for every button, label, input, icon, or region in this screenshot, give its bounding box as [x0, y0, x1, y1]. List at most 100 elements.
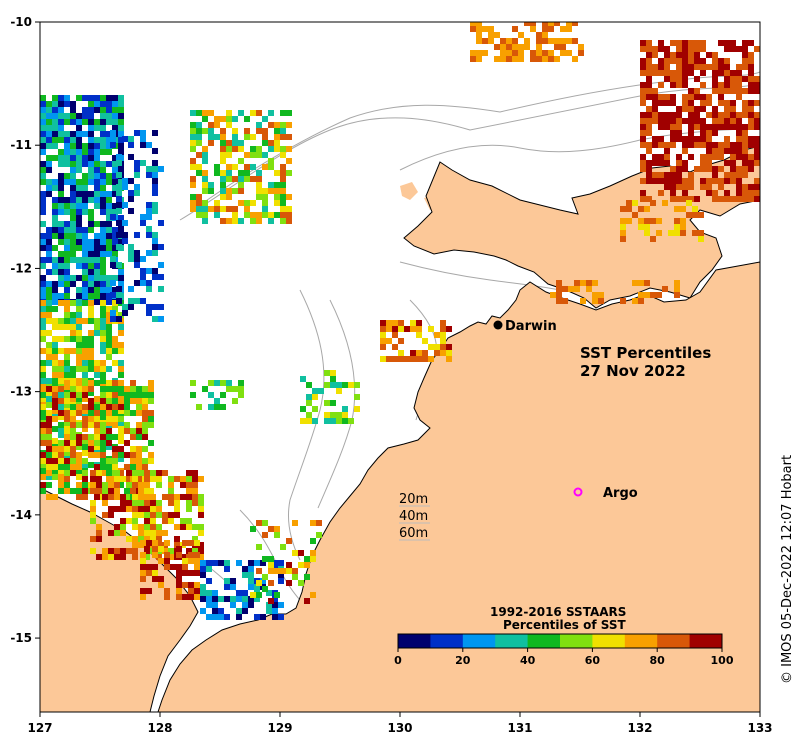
sst-cell: [182, 594, 188, 600]
sst-cell: [94, 161, 100, 167]
sst-cell: [174, 500, 180, 506]
sst-cell: [116, 220, 122, 226]
sst-cell: [754, 196, 760, 202]
sst-cell: [688, 88, 694, 94]
sst-cell: [136, 464, 142, 470]
sst-cell: [40, 428, 46, 434]
sst-cell: [140, 130, 146, 136]
sst-cell: [76, 203, 82, 209]
sst-cell: [140, 142, 146, 148]
sst-cell: [94, 155, 100, 161]
sst-cell: [46, 416, 52, 422]
sst-cell: [232, 386, 238, 392]
sst-cell: [152, 546, 158, 552]
sst-cell: [100, 330, 106, 336]
sst-cell: [676, 172, 682, 178]
sst-cell: [40, 143, 46, 149]
sst-cell: [742, 106, 748, 112]
sst-cell: [52, 263, 58, 269]
sst-cell: [554, 44, 560, 50]
sst-cell: [58, 101, 64, 107]
sst-cell: [76, 440, 82, 446]
sst-cell: [286, 158, 292, 164]
sst-cell: [244, 200, 250, 206]
sst-cell: [88, 366, 94, 372]
sst-cell: [724, 112, 730, 118]
sst-cell: [718, 196, 724, 202]
sst-cell: [116, 316, 122, 322]
sst-cell: [70, 348, 76, 354]
sst-cell: [82, 293, 88, 299]
sst-cell: [88, 404, 94, 410]
sst-cell: [274, 532, 280, 538]
sst-cell: [754, 76, 760, 82]
sst-cell: [94, 125, 100, 131]
sst-cell: [128, 250, 134, 256]
sst-cell: [58, 410, 64, 416]
sst-cell: [106, 209, 112, 215]
sst-cell: [136, 398, 142, 404]
sst-cell: [674, 230, 680, 236]
sst-cell: [64, 155, 70, 161]
sst-cell: [118, 398, 124, 404]
sst-cell: [64, 392, 70, 398]
sst-cell: [88, 386, 94, 392]
sst-cell: [676, 124, 682, 130]
sst-cell: [674, 292, 680, 298]
sst-cell: [208, 392, 214, 398]
sst-cell: [94, 330, 100, 336]
sst-cell: [742, 190, 748, 196]
sst-cell: [100, 434, 106, 440]
sst-cell: [112, 101, 118, 107]
sst-cell: [112, 107, 118, 113]
sst-cell: [40, 384, 46, 390]
sst-cell: [670, 190, 676, 196]
sst-cell: [712, 172, 718, 178]
sst-cell: [230, 578, 236, 584]
sst-cell: [88, 440, 94, 446]
sst-cell: [742, 40, 748, 46]
sst-cell: [106, 342, 112, 348]
sst-cell: [70, 137, 76, 143]
sst-cell: [220, 116, 226, 122]
sst-cell: [70, 330, 76, 336]
sst-cell: [554, 22, 560, 26]
sst-cell: [244, 152, 250, 158]
sst-cell: [434, 344, 440, 350]
sst-cell: [380, 356, 386, 362]
sst-cell: [162, 548, 168, 554]
sst-cell: [280, 212, 286, 218]
sst-cell: [500, 44, 506, 50]
sst-cell: [118, 95, 124, 101]
sst-cell: [670, 178, 676, 184]
sst-cell: [506, 44, 512, 50]
sst-cell: [280, 164, 286, 170]
sst-cell: [548, 50, 554, 56]
sst-cell: [748, 112, 754, 118]
sst-cell: [64, 95, 70, 101]
sst-cell: [140, 268, 146, 274]
sst-cell: [754, 46, 760, 52]
sst-cell: [248, 584, 254, 590]
sst-cell: [742, 88, 748, 94]
sst-cell: [82, 251, 88, 257]
sst-cell: [106, 227, 112, 233]
sst-cell: [748, 58, 754, 64]
sst-cell: [700, 142, 706, 148]
sst-cell: [58, 432, 64, 438]
sst-cell: [202, 152, 208, 158]
sst-cell: [196, 152, 202, 158]
sst-cell: [700, 130, 706, 136]
sst-cell: [736, 154, 742, 160]
sst-cell: [742, 148, 748, 154]
sst-cell: [64, 354, 70, 360]
sst-cell: [566, 38, 572, 44]
sst-cell: [754, 148, 760, 154]
sst-cell: [58, 398, 64, 404]
sst-cell: [100, 179, 106, 185]
sst-cell: [82, 161, 88, 167]
sst-cell: [330, 370, 336, 376]
sst-cell: [52, 101, 58, 107]
colorbar-swatch: [689, 634, 723, 648]
sst-cell: [40, 312, 46, 318]
